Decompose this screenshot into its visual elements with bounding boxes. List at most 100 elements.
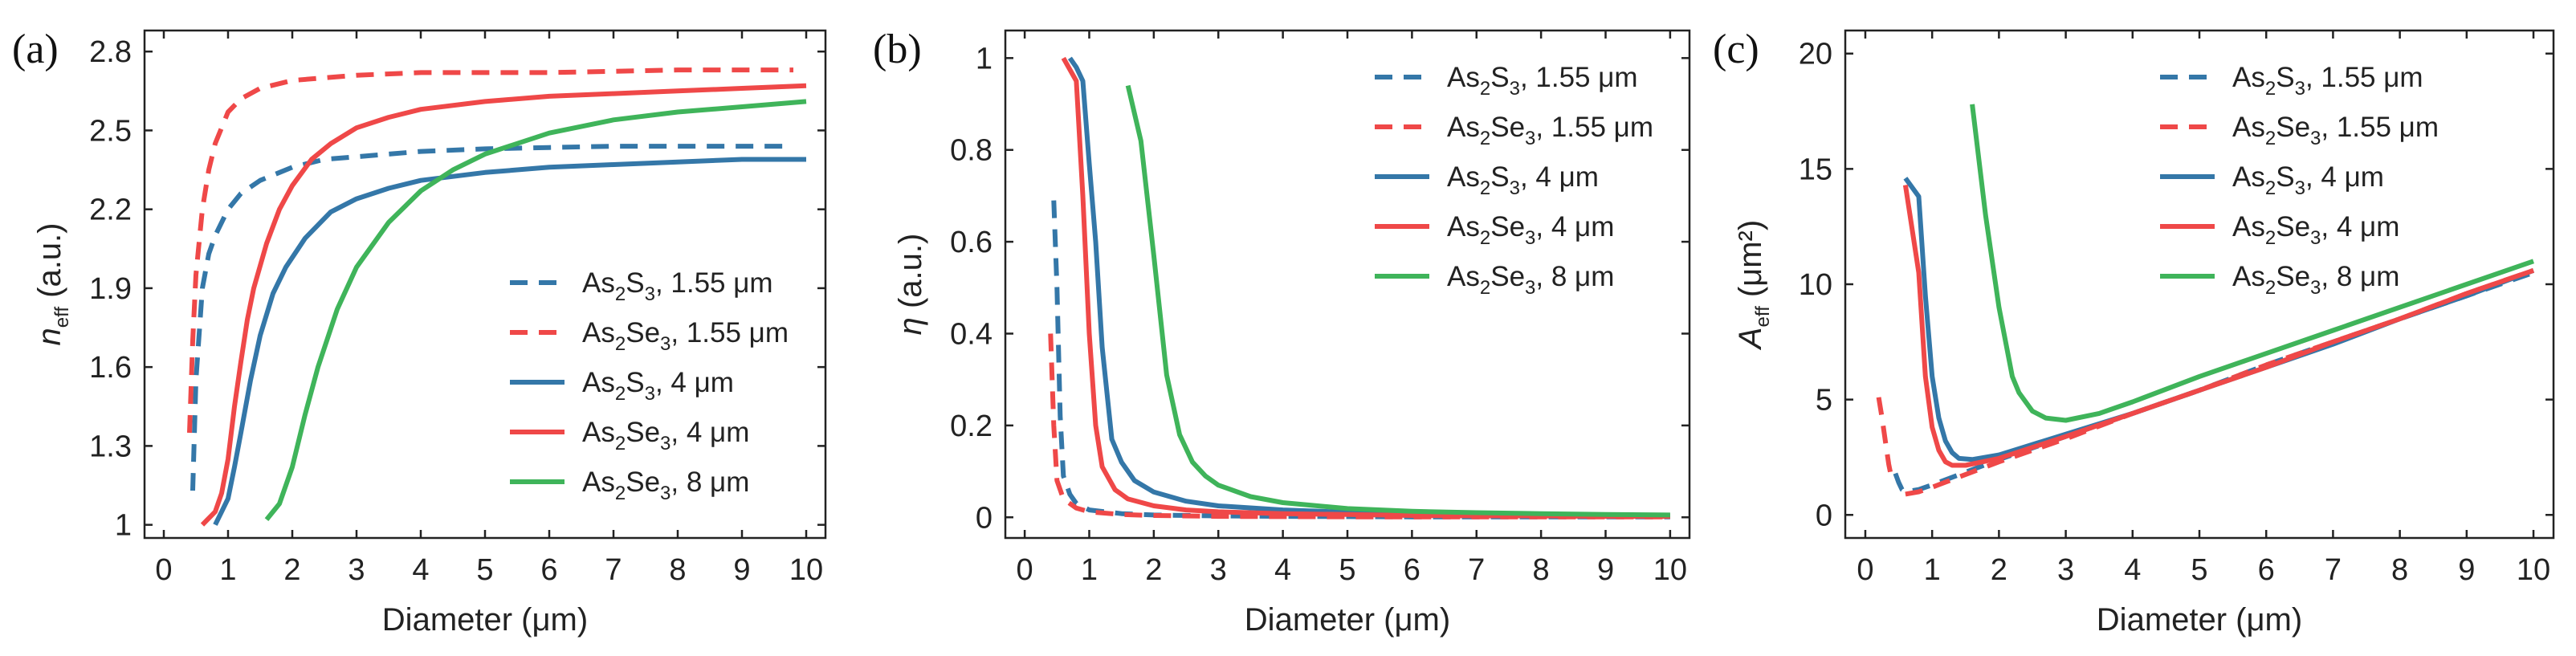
y-axis-label-symbol: n: [32, 328, 67, 345]
y-tick-label: 0.4: [950, 317, 992, 351]
y-axis-label-unit: (μm²): [1733, 220, 1768, 306]
legend-label-3: As2S3, 4 μm: [2232, 161, 2384, 199]
legend-label-part: 3: [660, 433, 670, 454]
y-axis-label: Aeff (μm²): [1733, 220, 1774, 350]
legend-label-3: As2S3, 4 μm: [1447, 161, 1599, 199]
legend-label-part: As: [1447, 62, 1480, 93]
legend-label-part: 2: [1480, 78, 1490, 100]
x-tick-label: 3: [1210, 553, 1227, 587]
y-axis-label-unit: (a.u.): [32, 223, 67, 307]
legend-label-part: , 1.55 μm: [2321, 112, 2439, 143]
series-line-5: [1125, 84, 1670, 518]
x-tick-label: 6: [1404, 553, 1420, 587]
legend-label-part: Se: [1490, 211, 1525, 242]
series-line-2: [1876, 397, 1895, 481]
y-tick-label: 1.3: [89, 430, 132, 463]
legend-label-part: , 4 μm: [655, 367, 734, 398]
legend-label-part: , 8 μm: [1535, 261, 1614, 292]
x-tick-label: 7: [1468, 553, 1485, 587]
legend-label-part: 2: [2265, 78, 2276, 100]
legend-label-part: As: [2232, 161, 2265, 193]
y-axis-label-unit: (a.u.): [893, 234, 928, 317]
x-tick-label: 6: [540, 553, 557, 587]
x-tick-label: 8: [669, 553, 686, 587]
legend-label-part: 2: [1480, 277, 1490, 299]
x-tick-label: 7: [605, 553, 622, 587]
y-tick-label: 15: [1799, 153, 1832, 186]
legend-label-part: S: [2276, 62, 2294, 93]
legend-label-part: 2: [1480, 227, 1490, 249]
y-axis-label-symbol: η: [893, 317, 928, 335]
y-axis-label-symbol: A: [1733, 328, 1768, 351]
x-tick-label: 10: [2517, 553, 2550, 587]
legend-label-part: As: [1447, 261, 1480, 292]
x-tick-label: 5: [476, 553, 493, 587]
legend-label-1: As2S3, 1.55 μm: [1447, 62, 1638, 100]
legend-label-part: 3: [645, 283, 655, 305]
legend-label-part: 2: [615, 433, 626, 454]
legend-label-part: 2: [2265, 277, 2276, 299]
x-tick-label: 3: [348, 553, 365, 587]
series-line-2: [1048, 333, 1670, 520]
x-tick-label: 6: [2258, 553, 2275, 587]
legend-label-part: 3: [660, 483, 670, 504]
legend-label-part: 2: [615, 483, 626, 504]
legend-label-part: As: [1447, 161, 1480, 193]
x-tick-label: 5: [2191, 553, 2207, 587]
legend-label-part: S: [1490, 62, 1509, 93]
x-tick-label: 4: [2124, 553, 2141, 587]
y-tick-label: 0.8: [950, 134, 992, 168]
x-tick-label: 9: [1597, 553, 1614, 587]
legend-label-part: 3: [1525, 227, 1535, 249]
legend-label-1: As2S3, 1.55 μm: [2232, 62, 2423, 100]
legend-label-2: As2Se3, 1.55 μm: [2232, 112, 2439, 149]
legend-label-part: , 4 μm: [670, 417, 749, 448]
x-tick-label: 4: [412, 553, 429, 587]
y-tick-label: 20: [1799, 38, 1832, 71]
y-tick-label: 1: [115, 509, 132, 543]
legend-label-part: , 1.55 μm: [670, 317, 789, 348]
panel-label: (b): [873, 26, 922, 72]
series-line-4: [200, 83, 807, 527]
legend-label-part: 2: [2265, 128, 2276, 149]
legend-label-part: Se: [2276, 261, 2310, 292]
panel-label: (a): [12, 26, 59, 72]
x-tick-label: 1: [219, 553, 236, 587]
x-tick-label: 0: [1017, 553, 1033, 587]
x-tick-label: 0: [155, 553, 172, 587]
y-tick-label: 5: [1816, 384, 1832, 418]
y-tick-label: 0.2: [950, 409, 992, 443]
y-tick-label: 2.5: [89, 114, 132, 148]
x-tick-label: 4: [1274, 553, 1291, 587]
x-tick-label: 2: [283, 553, 300, 587]
legend-label-5: As2Se3, 8 μm: [1447, 261, 1614, 299]
x-tick-label: 8: [1533, 553, 1550, 587]
x-tick-label: 7: [2325, 553, 2342, 587]
y-axis-label-subscript: eff: [1752, 306, 1774, 328]
legend-label-part: 2: [1480, 128, 1490, 149]
legend-label-part: As: [582, 267, 615, 299]
panel-label: (c): [1713, 26, 1759, 72]
legend-label-part: S: [626, 367, 644, 398]
legend-label-part: 2: [615, 383, 626, 405]
series-line-3: [213, 157, 806, 526]
legend-label-part: As: [2232, 62, 2265, 93]
legend-label-part: 3: [1525, 128, 1535, 149]
legend-label-part: Se: [626, 467, 660, 498]
x-axis-label: Diameter (μm): [2097, 602, 2302, 638]
legend-label-3: As2S3, 4 μm: [582, 367, 734, 405]
legend-label-part: 2: [1480, 177, 1490, 199]
legend-label-part: 3: [1525, 277, 1535, 299]
panel-a: 0 1 2 3 4 5 6 7 8 9 1011.31.61.92.22.52.8Diameter …: [12, 26, 827, 638]
legend-label-4: As2Se3, 4 μm: [2232, 211, 2399, 249]
legend-label-part: 3: [2310, 277, 2321, 299]
legend-label-part: 2: [615, 283, 626, 305]
axes-box: [1844, 29, 2555, 540]
series-line-5: [1970, 104, 2534, 423]
legend-label-part: 3: [645, 383, 655, 405]
y-tick-label: 10: [1799, 268, 1832, 302]
x-tick-label: 0: [1857, 553, 1873, 587]
series-line-1: [1051, 200, 1670, 520]
